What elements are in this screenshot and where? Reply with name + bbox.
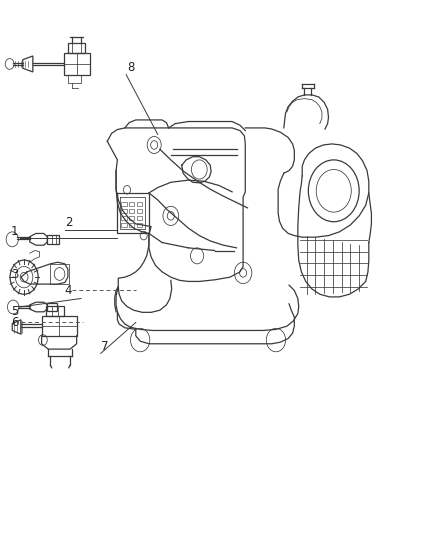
Bar [137,209,142,213]
Bar [129,223,134,227]
Text: 2: 2 [65,216,72,229]
Text: 3: 3 [11,268,18,281]
Bar [121,202,127,206]
Bar [121,216,127,220]
Bar [121,223,127,227]
Bar [129,209,134,213]
Bar [137,202,142,206]
Bar [137,216,142,220]
Text: 1: 1 [11,225,18,238]
Text: 4: 4 [65,284,72,297]
Bar [129,202,134,206]
Bar [129,216,134,220]
Text: 7: 7 [101,341,108,353]
Bar [121,209,127,213]
Text: 5: 5 [11,305,18,318]
Text: 8: 8 [127,61,134,74]
Bar [137,223,142,227]
Text: 6: 6 [11,316,18,329]
